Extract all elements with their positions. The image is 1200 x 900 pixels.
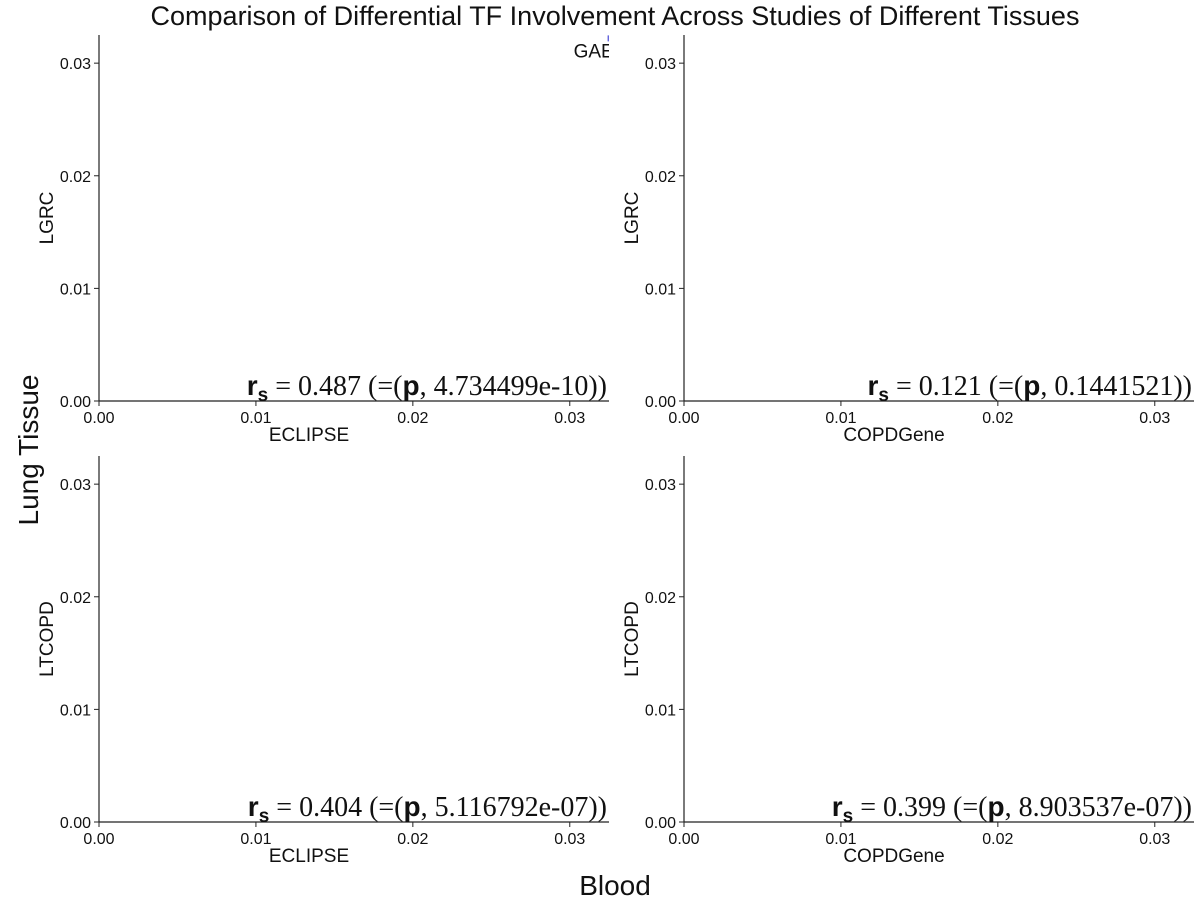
y-tick-label: 0.02 <box>645 590 676 607</box>
x-axis-title: COPDGene <box>843 846 944 867</box>
data-point <box>607 35 609 42</box>
annotation-p-label: p <box>987 791 1004 822</box>
x-tick-label: 0.01 <box>240 831 271 848</box>
annotation-p-prefix: (=( <box>368 371 402 402</box>
x-tick-label: 0.03 <box>1139 410 1170 427</box>
annotation-p-value: , 5.116792e-07 <box>421 792 589 823</box>
annotation-close: )) <box>1173 792 1192 823</box>
y-tick-label: 0.03 <box>60 477 91 494</box>
annotation-p-prefix: (=( <box>369 792 403 823</box>
y-tick-label: 0.00 <box>645 394 676 411</box>
y-tick-label: 0.01 <box>60 702 91 719</box>
x-tick-label: 0.01 <box>825 831 856 848</box>
annotation-r-label: r <box>868 370 879 401</box>
y-tick-label: 0.01 <box>645 702 676 719</box>
y-axis-title: LGRC <box>37 192 58 245</box>
y-tick-label: 0.01 <box>60 281 91 298</box>
x-tick-label: 0.03 <box>1139 831 1170 848</box>
y-tick-label: 0.02 <box>60 169 91 186</box>
y-axis-title: LTCOPD <box>37 601 58 677</box>
x-axis-title: COPDGene <box>843 425 944 446</box>
y-tick-label: 0.03 <box>645 477 676 494</box>
y-tick-label: 0.03 <box>645 56 676 73</box>
y-tick-label: 0.00 <box>60 815 91 832</box>
annotation-subscript: s <box>878 385 889 406</box>
annotation-r-label: r <box>832 791 843 822</box>
correlation-annotation: rs = 0.487 (=(p, 4.734499e-10)) <box>247 370 607 406</box>
annotation-r-label: r <box>248 791 259 822</box>
annotation-close: )) <box>1173 371 1192 402</box>
x-tick-label: 0.02 <box>982 410 1013 427</box>
correlation-annotation: rs = 0.399 (=(p, 8.903537e-07)) <box>832 791 1192 827</box>
x-tick-label: 0.02 <box>397 831 428 848</box>
panel-1: 0.00 0.01 0.02 0.03 0.00 0.01 0.02 0.03 ECLIPSE L… <box>37 35 614 446</box>
x-tick-label: 0.00 <box>668 831 699 848</box>
annotation-p-label: p <box>402 370 419 401</box>
annotation-value: 0.487 <box>298 371 368 402</box>
annotation-equals: = <box>853 792 883 823</box>
annotation-subscript: s <box>258 385 269 406</box>
x-tick-label: 0.02 <box>982 831 1013 848</box>
annotation-p-value: , 8.903537e-07 <box>1005 792 1174 823</box>
annotation-p-label: p <box>404 791 421 822</box>
x-tick-label: 0.01 <box>825 410 856 427</box>
x-axis-title: ECLIPSE <box>269 846 349 867</box>
data-point-label: GAE <box>574 41 614 62</box>
annotation-p-prefix: (=( <box>989 371 1023 402</box>
annotation-r-label: r <box>247 370 258 401</box>
y-axis-title: LTCOPD <box>622 601 643 677</box>
y-tick-label: 0.03 <box>60 56 91 73</box>
x-tick-label: 0.03 <box>554 410 585 427</box>
y-tick-label: 0.02 <box>60 590 91 607</box>
points-layer: GAE <box>574 35 614 62</box>
chart-title: Comparison of Differential TF Involvemen… <box>151 1 1080 31</box>
annotation-p-value: , 4.734499e-10 <box>420 371 589 402</box>
x-axis-title: ECLIPSE <box>269 425 349 446</box>
x-tick-label: 0.00 <box>83 831 114 848</box>
annotation-p-value: , 0.1441521 <box>1040 371 1173 402</box>
x-tick-label: 0.03 <box>554 831 585 848</box>
annotation-value: 0.121 <box>919 371 989 402</box>
y-tick-label: 0.00 <box>60 394 91 411</box>
annotation-close: )) <box>588 792 607 823</box>
x-tick-label: 0.00 <box>83 410 114 427</box>
y-tick-label: 0.01 <box>645 281 676 298</box>
blood-axis-title: Blood <box>579 870 651 900</box>
annotation-subscript: s <box>843 806 854 827</box>
x-tick-label: 0.01 <box>240 410 271 427</box>
annotation-close: )) <box>588 371 607 402</box>
annotation-subscript: s <box>259 806 270 827</box>
annotation-equals: = <box>889 371 919 402</box>
annotation-p-prefix: (=( <box>953 792 987 823</box>
panel-2: 0.00 0.01 0.02 0.03 0.00 0.01 0.02 0.03 COPDGene… <box>622 35 1194 446</box>
annotation-value: 0.404 <box>299 792 369 823</box>
x-tick-label: 0.00 <box>668 410 699 427</box>
annotation-p-label: p <box>1023 370 1040 401</box>
y-tick-label: 0.00 <box>645 815 676 832</box>
annotation-equals: = <box>268 371 298 402</box>
correlation-annotation: rs = 0.404 (=(p, 5.116792e-07)) <box>248 791 607 827</box>
panels: 0.00 0.01 0.02 0.03 0.00 0.01 0.02 0.03 ECLIPSE L… <box>37 35 1194 867</box>
annotation-equals: = <box>269 792 299 823</box>
lung-tissue-axis-title: Lung Tissue <box>13 375 44 526</box>
panel-4: 0.00 0.01 0.02 0.03 0.00 0.01 0.02 0.03 COPDGene… <box>622 456 1194 867</box>
x-tick-label: 0.02 <box>397 410 428 427</box>
correlation-annotation: rs = 0.121 (=(p, 0.1441521)) <box>868 370 1193 406</box>
y-tick-label: 0.02 <box>645 169 676 186</box>
annotation-value: 0.399 <box>883 792 953 823</box>
y-axis-title: LGRC <box>622 192 643 245</box>
panel-3: 0.00 0.01 0.02 0.03 0.00 0.01 0.02 0.03 ECLIPSE L… <box>37 456 609 867</box>
